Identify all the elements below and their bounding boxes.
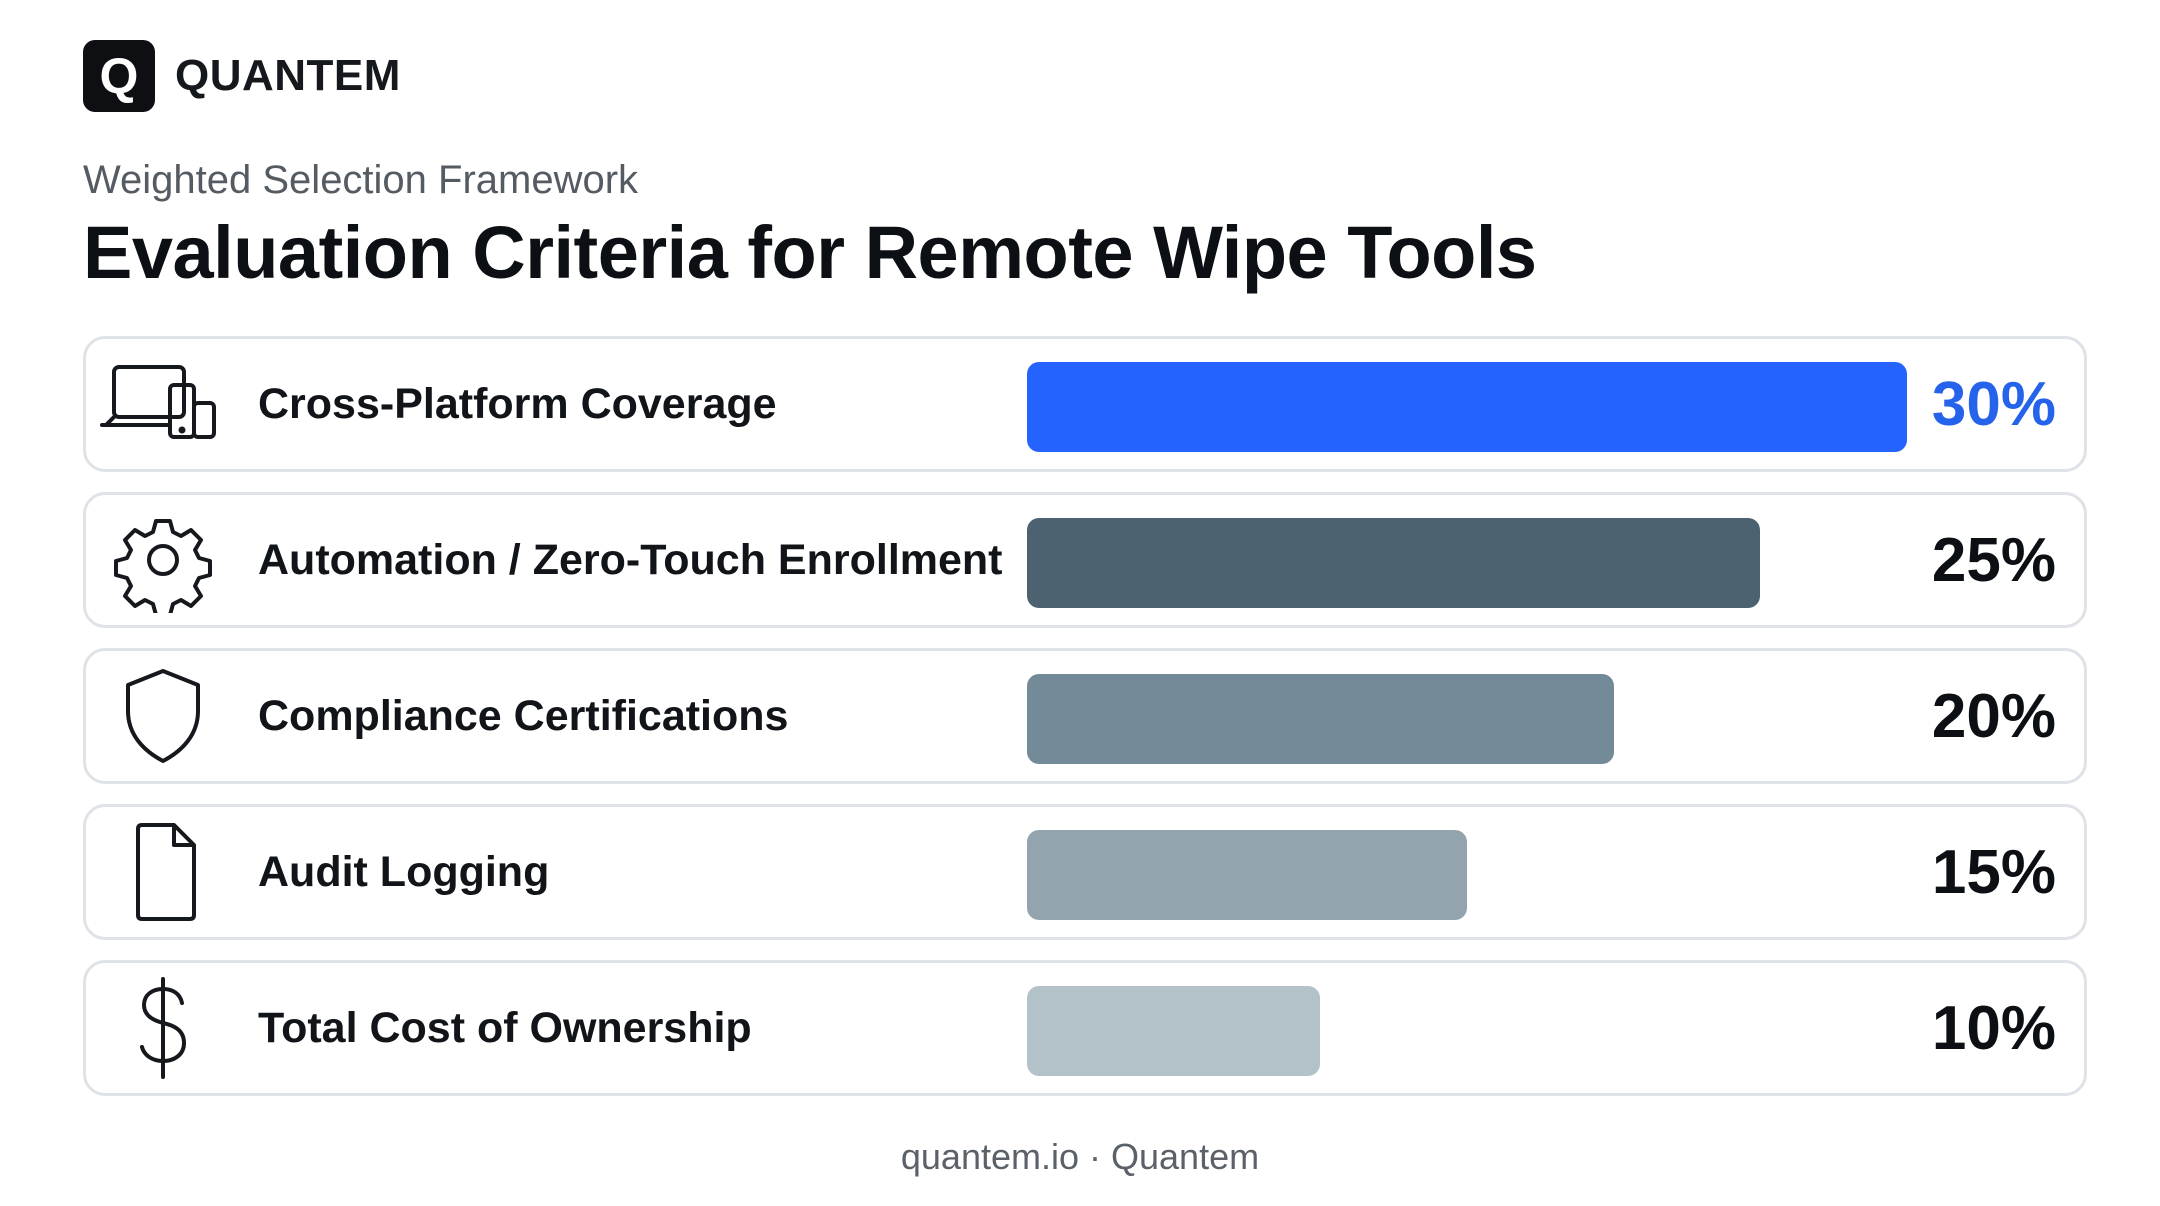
weight-bar bbox=[1027, 986, 1321, 1076]
quantem-logo: Q bbox=[83, 40, 155, 112]
criteria-chart: Cross-Platform Coverage 30% Automation / Z… bbox=[83, 336, 2087, 1116]
criterion-label: Cross-Platform Coverage bbox=[258, 379, 777, 428]
page-subtitle: Weighted Selection Framework bbox=[83, 158, 639, 202]
criterion-label: Audit Logging bbox=[258, 847, 550, 896]
weight-bar bbox=[1027, 518, 1761, 608]
bar-track bbox=[1027, 362, 1907, 452]
shield-icon bbox=[100, 663, 226, 769]
criterion-row: Total Cost of Ownership 10% bbox=[83, 960, 2087, 1096]
brand-name: QUANTEM bbox=[175, 51, 401, 100]
criterion-row: Automation / Zero-Touch Enrollment 25% bbox=[83, 492, 2087, 628]
document-icon bbox=[100, 819, 226, 925]
weight-bar bbox=[1027, 362, 1907, 452]
weight-value-label: 25% bbox=[1931, 525, 2056, 595]
weight-bar bbox=[1027, 674, 1614, 764]
dollar-icon bbox=[100, 975, 226, 1081]
bar-track bbox=[1027, 830, 1907, 920]
devices-icon bbox=[100, 351, 226, 457]
bar-track bbox=[1027, 674, 1907, 764]
criterion-row: Cross-Platform Coverage 30% bbox=[83, 336, 2087, 472]
weight-value-label: 15% bbox=[1931, 837, 2056, 907]
footer-credit: quantem.io · Quantem bbox=[900, 1136, 1260, 1177]
bar-track bbox=[1027, 986, 1907, 1076]
logo-letter: Q bbox=[99, 48, 139, 104]
weight-value-label: 30% bbox=[1931, 369, 2056, 439]
weight-bar bbox=[1027, 830, 1467, 920]
criterion-label: Automation / Zero-Touch Enrollment bbox=[258, 535, 1003, 584]
criterion-label: Compliance Certifications bbox=[258, 691, 789, 740]
weight-value-label: 20% bbox=[1931, 681, 2056, 751]
criterion-label: Total Cost of Ownership bbox=[258, 1003, 752, 1052]
bar-track bbox=[1027, 518, 1907, 608]
weight-value-label: 10% bbox=[1931, 993, 2056, 1063]
criterion-row: Compliance Certifications 20% bbox=[83, 648, 2087, 784]
criterion-row: Audit Logging 15% bbox=[83, 804, 2087, 940]
page-title: Evaluation Criteria for Remote Wipe Tool… bbox=[83, 211, 1537, 294]
gear-icon bbox=[100, 507, 226, 613]
brand-header: Q QUANTEM bbox=[83, 40, 401, 112]
